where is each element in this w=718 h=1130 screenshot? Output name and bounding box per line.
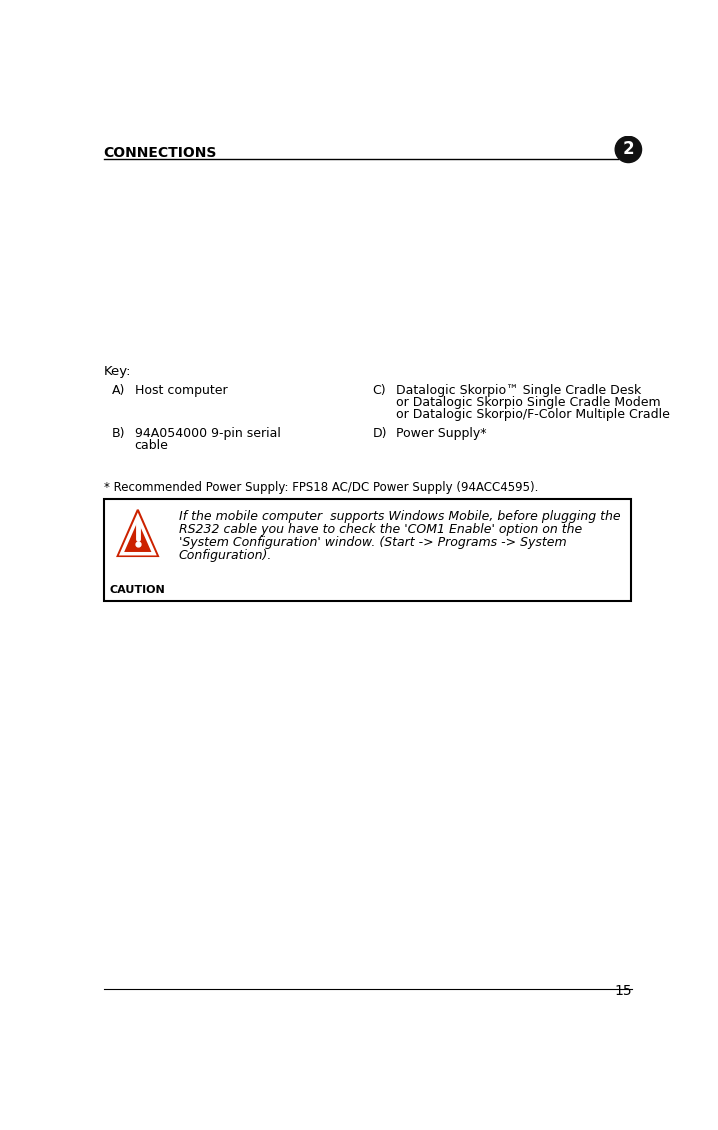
Text: Configuration).: Configuration). bbox=[179, 549, 272, 562]
Text: 'System Configuration' window. (Start -> Programs -> System: 'System Configuration' window. (Start ->… bbox=[179, 536, 567, 549]
Text: 94A054000 9-pin serial: 94A054000 9-pin serial bbox=[135, 427, 281, 440]
Text: Key:: Key: bbox=[103, 365, 131, 379]
Text: Host computer: Host computer bbox=[135, 383, 228, 397]
Bar bbox=[103, 499, 630, 601]
Text: Datalogic Skorpio™ Single Cradle Desk: Datalogic Skorpio™ Single Cradle Desk bbox=[396, 383, 641, 397]
Polygon shape bbox=[118, 510, 158, 556]
Text: D): D) bbox=[373, 427, 387, 440]
Text: * Recommended Power Supply: FPS18 AC/DC Power Supply (94ACC4595).: * Recommended Power Supply: FPS18 AC/DC … bbox=[103, 480, 538, 494]
Text: A): A) bbox=[111, 383, 125, 397]
Text: or Datalogic Skorpio/F-Color Multiple Cradle: or Datalogic Skorpio/F-Color Multiple Cr… bbox=[396, 408, 670, 421]
Text: CAUTION: CAUTION bbox=[110, 585, 166, 596]
Text: cable: cable bbox=[135, 438, 169, 452]
Text: B): B) bbox=[111, 427, 125, 440]
Text: 2: 2 bbox=[623, 140, 634, 158]
Text: or Datalogic Skorpio Single Cradle Modem: or Datalogic Skorpio Single Cradle Modem bbox=[396, 396, 661, 409]
Text: CONNECTIONS: CONNECTIONS bbox=[103, 147, 217, 160]
Polygon shape bbox=[121, 516, 154, 554]
Text: Power Supply*: Power Supply* bbox=[396, 427, 486, 440]
Circle shape bbox=[615, 137, 642, 163]
Text: If the mobile computer  supports Windows Mobile, before plugging the: If the mobile computer supports Windows … bbox=[179, 510, 620, 523]
Text: RS232 cable you have to check the 'COM1 Enable' option on the: RS232 cable you have to check the 'COM1 … bbox=[179, 523, 582, 536]
Text: C): C) bbox=[373, 383, 386, 397]
Text: 15: 15 bbox=[615, 984, 633, 998]
